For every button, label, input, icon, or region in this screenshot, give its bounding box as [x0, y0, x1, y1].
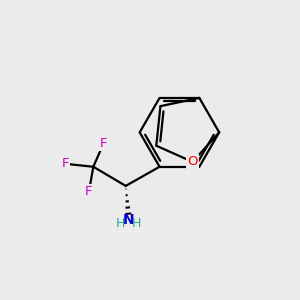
- Text: F: F: [100, 137, 107, 150]
- Text: N: N: [123, 213, 134, 227]
- Text: O: O: [187, 155, 198, 168]
- Text: H: H: [116, 217, 125, 230]
- Text: F: F: [61, 157, 69, 170]
- Text: F: F: [85, 185, 93, 198]
- Text: H: H: [132, 217, 142, 230]
